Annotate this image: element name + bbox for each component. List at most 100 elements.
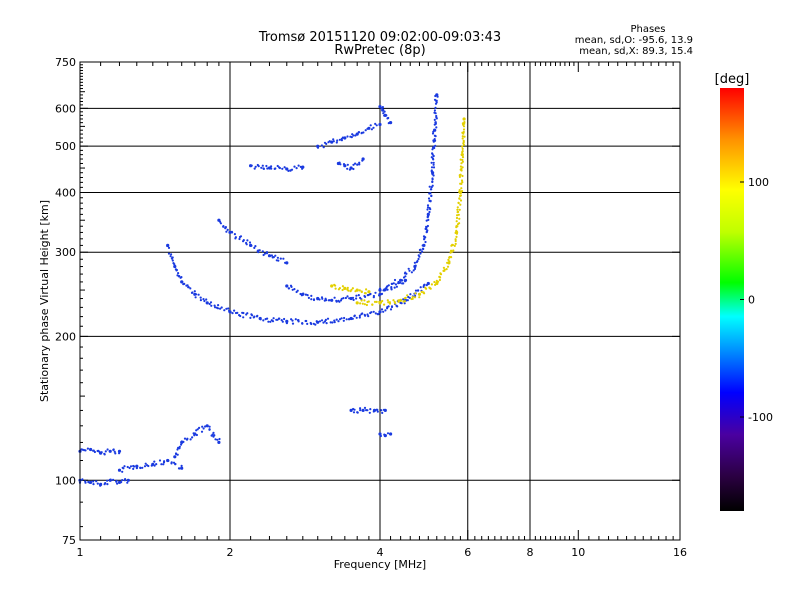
echo-dot-O — [278, 317, 281, 320]
echo-dot-O — [291, 322, 295, 325]
echo-dot-X — [449, 251, 452, 254]
echo-dot-O — [351, 296, 355, 299]
echo-dot-O — [295, 167, 298, 170]
y-axis-label: Stationary phase Virtual Height [km] — [38, 200, 51, 402]
point-O-4-10 — [378, 310, 382, 314]
echo-dot-O — [180, 464, 183, 467]
echo-dot-O — [217, 304, 220, 307]
colorbar-tick-label-0: -100 — [748, 411, 773, 424]
point-O-8-5 — [378, 122, 382, 127]
echo-dot-O — [320, 319, 324, 322]
point-O-4-8 — [316, 320, 320, 324]
echo-dot-O — [276, 256, 279, 259]
echo-dot-O — [262, 319, 265, 322]
echo-dot-X — [452, 249, 455, 252]
echo-dot-O — [214, 438, 217, 441]
echo-dot-X — [334, 287, 337, 290]
echo-dot-O — [129, 465, 133, 468]
echo-dot-O — [190, 291, 194, 294]
point-O-8-1 — [330, 140, 334, 144]
echo-dot-O — [325, 142, 328, 145]
echo-dot-O — [359, 407, 362, 410]
echo-dot-O — [196, 428, 199, 431]
echo-dot-O — [343, 136, 347, 139]
echo-dot-X — [360, 290, 363, 294]
echo-dot-O — [433, 128, 436, 131]
echo-dot-O — [209, 301, 213, 304]
echo-dot-X — [459, 158, 462, 161]
echo-dot-O — [225, 307, 228, 310]
echo-dot-O — [246, 239, 249, 242]
echo-dot-O — [325, 322, 328, 325]
echo-dot-O — [113, 450, 116, 453]
point-X-0-9 — [462, 117, 466, 121]
echo-dot-O — [301, 322, 304, 325]
echo-dot-X — [459, 194, 462, 197]
echo-dot-O — [432, 163, 435, 166]
echo-dot-O — [335, 300, 338, 303]
echo-dot-O — [220, 306, 223, 309]
echo-dot-O — [297, 319, 300, 322]
echo-dot-O — [170, 253, 173, 256]
echo-dot-X — [365, 288, 368, 291]
echo-dot-O — [257, 165, 260, 168]
echo-dot-O — [355, 297, 358, 300]
echo-dot-O — [249, 316, 252, 319]
echo-dot-O — [180, 276, 183, 279]
echo-dot-O — [219, 307, 222, 310]
point-O-11-3 — [389, 121, 393, 125]
echo-dot-O — [200, 430, 204, 433]
echo-dot-O — [96, 482, 99, 485]
echo-dot-X — [347, 289, 350, 292]
point-O-1-1 — [89, 447, 93, 452]
echo-dot-X — [443, 268, 446, 271]
echo-dot-O — [431, 132, 435, 135]
echo-dot-O — [213, 304, 216, 307]
echo-dot-X — [334, 284, 337, 287]
echo-dot-X — [338, 287, 341, 290]
echo-dot-O — [307, 296, 310, 299]
y-tick-label-2: 200 — [55, 330, 76, 343]
echo-dot-O — [346, 295, 349, 298]
echo-dot-O — [106, 479, 109, 482]
echo-dot-O — [231, 231, 234, 234]
echo-dot-O — [412, 269, 415, 272]
echo-dot-O — [203, 299, 206, 303]
echo-dot-O — [269, 320, 272, 323]
echo-dot-O — [86, 447, 89, 450]
echo-dot-O — [435, 126, 438, 129]
point-O-6-5 — [378, 292, 382, 296]
echo-dot-O — [277, 259, 280, 262]
echo-dot-O — [332, 138, 335, 141]
echo-dot-O — [387, 284, 390, 287]
echo-dot-O — [417, 254, 420, 257]
echo-dot-O — [92, 480, 95, 483]
echo-dot-O — [322, 146, 325, 149]
echo-dot-O — [144, 462, 147, 465]
echo-dot-O — [291, 319, 294, 322]
echo-dot-O — [423, 237, 426, 240]
echo-dot-O — [116, 482, 119, 485]
echo-dot-O — [147, 464, 150, 468]
echo-dot-O — [253, 167, 256, 170]
echo-dot-O — [367, 315, 370, 318]
echo-dot-O — [316, 146, 320, 149]
echo-dot-O — [260, 166, 263, 169]
echo-dot-O — [390, 305, 394, 308]
echo-dot-O — [283, 317, 286, 321]
echo-dot-O — [197, 293, 200, 296]
echo-dot-X — [458, 208, 461, 211]
echo-dot-O — [106, 483, 109, 486]
echo-dot-O — [431, 180, 434, 184]
echo-dot-O — [261, 250, 264, 253]
echo-dot-O — [191, 436, 194, 439]
echo-dot-O — [234, 237, 237, 240]
echo-dot-O — [432, 145, 435, 148]
echo-dot-O — [265, 252, 269, 255]
echo-dot-O — [428, 206, 431, 210]
echo-dot-O — [426, 208, 429, 211]
echo-dot-O — [432, 166, 436, 169]
echo-dot-X — [423, 292, 426, 295]
grid — [79, 62, 681, 540]
